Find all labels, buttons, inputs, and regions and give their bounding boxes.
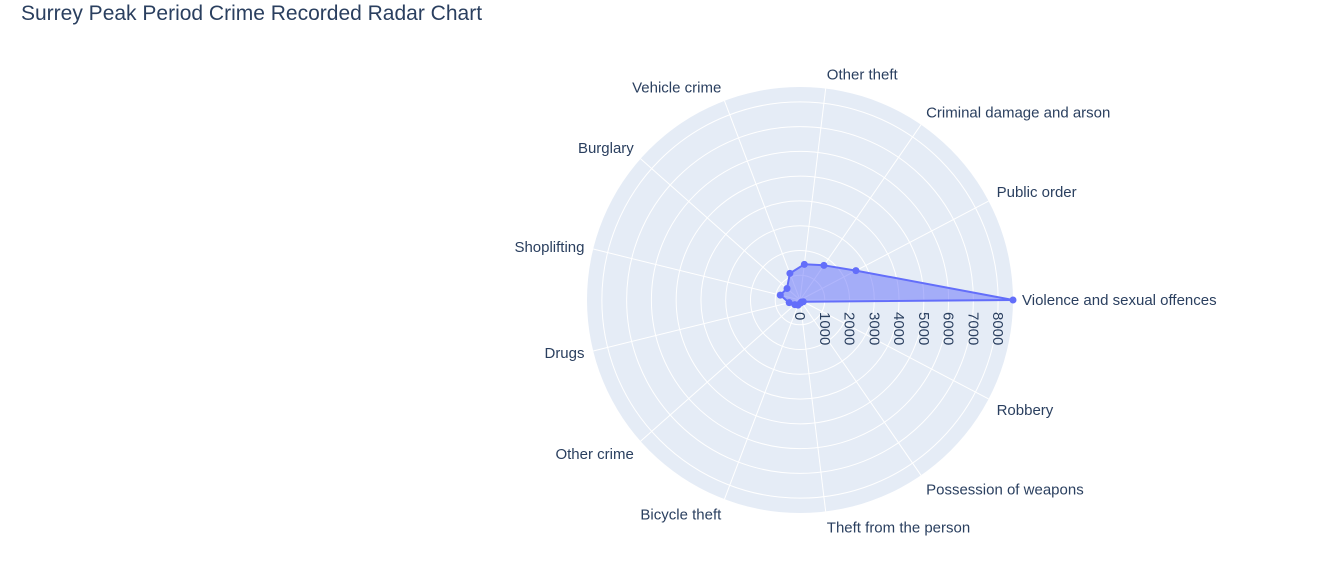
radial-tick-label-4000: 4000 bbox=[890, 312, 907, 345]
chart-title: Surrey Peak Period Crime Recorded Radar … bbox=[21, 2, 483, 25]
category-label-10: Bicycle theft bbox=[640, 507, 722, 524]
radial-tick-label-0: 0 bbox=[791, 312, 808, 320]
grid-spoke-6 bbox=[640, 158, 801, 301]
radar-point-2 bbox=[852, 267, 860, 275]
radial-tick-label-6000: 6000 bbox=[940, 312, 957, 345]
category-label-6: Burglary bbox=[578, 140, 634, 157]
radar-point-3 bbox=[820, 261, 828, 269]
radial-tick-label-8000: 8000 bbox=[989, 312, 1006, 345]
radar-point-4 bbox=[800, 260, 808, 268]
radar-point-1 bbox=[1009, 296, 1017, 304]
radar-series bbox=[776, 260, 1017, 309]
category-labels: Violence and sexual offences Public order… bbox=[514, 67, 1216, 537]
radial-tick-label-5000: 5000 bbox=[915, 312, 932, 345]
category-label-5: Vehicle crime bbox=[632, 79, 721, 96]
category-label-8: Drugs bbox=[544, 345, 584, 362]
category-label-7: Shoplifting bbox=[514, 239, 584, 256]
grid-spoke-5 bbox=[724, 100, 801, 301]
grid-spoke-13 bbox=[799, 299, 989, 400]
category-label-11: Theft from the person bbox=[827, 519, 970, 536]
radial-tick-label-3000: 3000 bbox=[865, 312, 882, 345]
category-label-3: Criminal damage and arson bbox=[926, 104, 1110, 121]
radial-axis-ticks: 0 1000 2000 3000 4000 5000 6000 7000 8000 bbox=[791, 312, 1006, 345]
grid-spoke-11 bbox=[799, 299, 827, 512]
category-label-4: Other theft bbox=[827, 67, 899, 84]
grid-spoke-12 bbox=[799, 299, 922, 476]
grid-spoke-9 bbox=[640, 299, 801, 442]
grid-spoke-7 bbox=[593, 248, 801, 301]
radar-point-7 bbox=[776, 291, 784, 299]
category-label-9: Other crime bbox=[555, 446, 633, 463]
radar-point-8 bbox=[785, 299, 793, 307]
radial-tick-label-7000: 7000 bbox=[964, 312, 981, 345]
category-label-13: Robbery bbox=[997, 402, 1054, 419]
radar-point-13 bbox=[799, 298, 807, 306]
radial-tick-label-2000: 2000 bbox=[841, 312, 858, 345]
category-label-2: Public order bbox=[997, 184, 1077, 201]
radar-point-5 bbox=[786, 269, 794, 277]
category-label-1: Violence and sexual offences bbox=[1022, 292, 1217, 309]
category-label-12: Possession of weapons bbox=[926, 482, 1084, 499]
grid-spoke-10 bbox=[724, 299, 801, 500]
radial-tick-label-1000: 1000 bbox=[816, 312, 833, 345]
grid-spoke-8 bbox=[593, 299, 801, 352]
radar-point-6 bbox=[783, 285, 791, 293]
